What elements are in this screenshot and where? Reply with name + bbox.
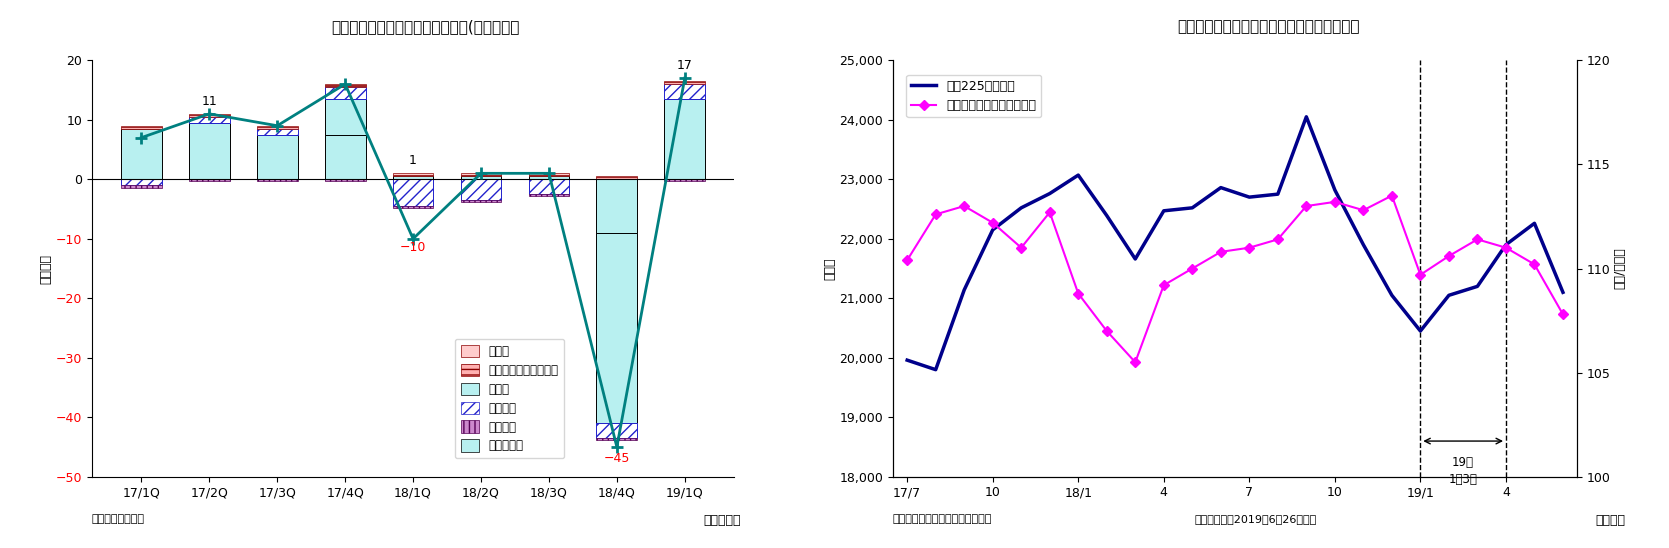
- Bar: [529, 174, 569, 176]
- Bar: [325, 87, 366, 99]
- Bar: [122, 185, 162, 188]
- Bar: [122, 127, 162, 129]
- Text: −45: −45: [604, 452, 629, 465]
- Text: （資料）日本銀行: （資料）日本銀行: [92, 514, 145, 524]
- Y-axis label: （兆円）: （兆円）: [40, 254, 53, 283]
- Bar: [461, 174, 501, 176]
- Bar: [664, 81, 706, 82]
- Bar: [596, 179, 638, 233]
- Bar: [461, 176, 501, 179]
- Bar: [122, 129, 162, 179]
- Bar: [461, 200, 501, 202]
- Bar: [189, 179, 230, 181]
- Bar: [392, 179, 434, 206]
- Text: 19年
1－3月: 19年 1－3月: [1449, 456, 1477, 486]
- Text: （図表３）　家計の金融資産増減(時価変動）: （図表３） 家計の金融資産増減(時価変動）: [332, 19, 519, 34]
- Text: 17: 17: [678, 59, 693, 72]
- Legend: 日経225平均株価, ドル円レート（右メモリ）: 日経225平均株価, ドル円レート（右メモリ）: [906, 75, 1041, 117]
- Text: （資料）日本銀行、日本経済新聞: （資料）日本銀行、日本経済新聞: [893, 514, 993, 524]
- Bar: [325, 99, 366, 135]
- Text: （図表４）　株価と為替の推移（月次終値）: （図表４） 株価と為替の推移（月次終値）: [1177, 19, 1360, 34]
- Bar: [664, 179, 706, 181]
- Bar: [122, 125, 162, 127]
- Bar: [325, 84, 366, 85]
- Bar: [596, 176, 638, 178]
- Bar: [325, 85, 366, 87]
- Bar: [189, 123, 230, 179]
- Bar: [596, 438, 638, 440]
- Bar: [257, 127, 297, 129]
- Bar: [189, 117, 230, 123]
- Bar: [461, 173, 501, 174]
- Bar: [529, 179, 569, 194]
- Bar: [257, 129, 297, 135]
- Bar: [325, 135, 366, 179]
- Bar: [529, 176, 569, 179]
- Y-axis label: （円/ドル）: （円/ドル）: [1614, 248, 1627, 289]
- Bar: [461, 179, 501, 200]
- Bar: [257, 179, 297, 181]
- Bar: [189, 115, 230, 117]
- Bar: [392, 206, 434, 208]
- Bar: [664, 99, 706, 179]
- Bar: [529, 173, 569, 174]
- Text: （注）直近は2019年6月26日時点: （注）直近は2019年6月26日時点: [1193, 514, 1317, 524]
- Bar: [189, 114, 230, 115]
- Text: −10: −10: [401, 241, 426, 254]
- Bar: [392, 173, 434, 174]
- Bar: [257, 135, 297, 179]
- Bar: [596, 423, 638, 438]
- Bar: [529, 194, 569, 196]
- Bar: [596, 233, 638, 423]
- Y-axis label: （円）: （円）: [823, 257, 836, 280]
- Bar: [664, 84, 706, 99]
- Bar: [325, 179, 366, 181]
- Bar: [392, 174, 434, 176]
- Text: （四半期）: （四半期）: [703, 514, 741, 527]
- Bar: [664, 82, 706, 84]
- Text: 11: 11: [202, 95, 217, 108]
- Text: （年月）: （年月）: [1596, 514, 1626, 527]
- Text: 1: 1: [409, 155, 417, 167]
- Bar: [122, 179, 162, 185]
- Bar: [257, 125, 297, 127]
- Legend: その他, 保険・年金・定額保証, 株式等, 投資信託, 債務証券, 現金・顔金: その他, 保険・年金・定額保証, 株式等, 投資信託, 債務証券, 現金・顔金: [456, 339, 564, 458]
- Bar: [596, 178, 638, 179]
- Bar: [392, 176, 434, 179]
